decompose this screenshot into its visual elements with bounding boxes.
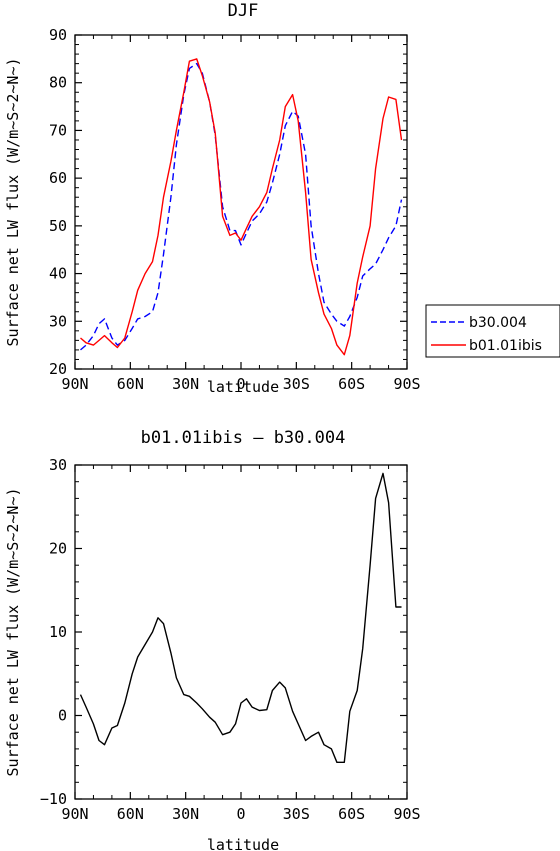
chart-1-xtick-label: 30N bbox=[172, 375, 199, 393]
chart-1-ylabel: Surface net LW flux (W/m~S~2~N~) bbox=[4, 58, 22, 347]
chart-2-title: b01.01ibis – b30.004 bbox=[141, 428, 346, 448]
chart-2-ylabel: Surface net LW flux (W/m~S~2~N~) bbox=[4, 488, 22, 777]
chart-1-ytick-label: 90 bbox=[49, 26, 67, 44]
chart-2-ytick-label: 0 bbox=[58, 707, 67, 725]
chart-2-xtick-label: 30N bbox=[172, 805, 199, 823]
chart-2-plot-frame bbox=[74, 464, 408, 800]
chart-2-ytick-label: 10 bbox=[49, 623, 67, 641]
chart-2-xtick-label: 0 bbox=[236, 805, 245, 823]
chart-2-xtick-label: 90S bbox=[393, 805, 420, 823]
chart-1-title: DJF bbox=[228, 1, 259, 21]
chart-1-xtick-label: 90N bbox=[61, 375, 88, 393]
chart-1-ytick-label: 30 bbox=[49, 312, 67, 330]
chart-2-xtick-label: 60N bbox=[117, 805, 144, 823]
chart-1-xtick-label: 60S bbox=[338, 375, 365, 393]
chart-1-series-b01-01ibis-line bbox=[80, 58, 403, 356]
legend-box bbox=[425, 304, 560, 358]
chart-1-ytick-label: 80 bbox=[49, 74, 67, 92]
chart-1-xtick-label: 60N bbox=[117, 375, 144, 393]
chart-1-xtick-label: 90S bbox=[393, 375, 420, 393]
chart-1-series-b30-004-line bbox=[80, 62, 403, 351]
chart-1-xtick-label: 0 bbox=[236, 375, 245, 393]
chart-2-ytick-label: 20 bbox=[49, 540, 67, 558]
legend-label-b01-01ibis: b01.01ibis bbox=[469, 338, 542, 354]
chart-1-ytick-label: 70 bbox=[49, 121, 67, 139]
chart-1-xlabel: latitude bbox=[207, 378, 279, 396]
chart-1-ytick-label: 60 bbox=[49, 169, 67, 187]
chart-2-xtick-label: 60S bbox=[338, 805, 365, 823]
chart-1-plot-frame bbox=[74, 34, 408, 370]
legend-label-b30-004: b30.004 bbox=[469, 315, 527, 331]
chart-2-series-difference-line bbox=[79, 472, 402, 763]
chart-2-ytick-label: −10 bbox=[40, 790, 67, 808]
chart-2-xtick-label: 90N bbox=[61, 805, 88, 823]
chart-2-xtick-label: 30S bbox=[283, 805, 310, 823]
chart-2-xlabel: latitude bbox=[207, 836, 279, 851]
chart-1-ytick-label: 40 bbox=[49, 265, 67, 283]
chart-2-ytick-label: 30 bbox=[49, 456, 67, 474]
chart-1-ytick-label: 20 bbox=[49, 360, 67, 378]
chart-1-ytick-label: 50 bbox=[49, 217, 67, 235]
chart-1-xtick-label: 30S bbox=[283, 375, 310, 393]
